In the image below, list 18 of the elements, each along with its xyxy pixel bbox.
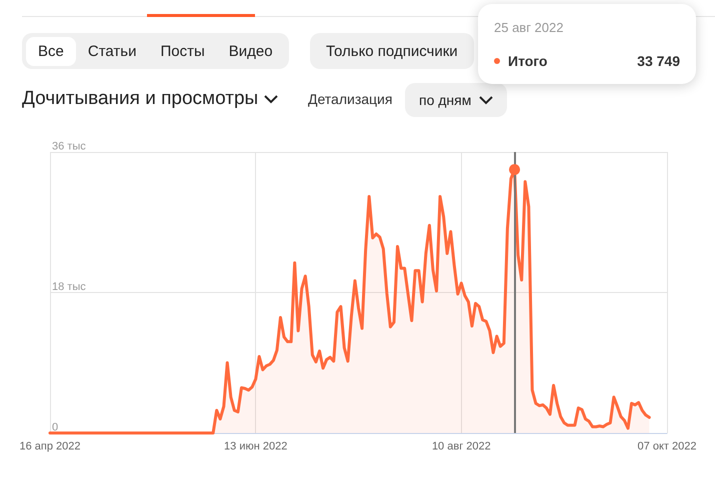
x-tick-label: 07 окт 2022 bbox=[638, 440, 696, 452]
text: 25 авг 2022 bbox=[494, 20, 564, 35]
text: Только подписчики bbox=[325, 42, 459, 62]
text: по дням bbox=[419, 92, 472, 108]
text: 33 749 bbox=[637, 53, 680, 69]
text: Все bbox=[26, 36, 76, 66]
x-tick-label: 13 июн 2022 bbox=[224, 440, 288, 452]
text: Итого bbox=[508, 53, 548, 69]
text: Детализация bbox=[308, 91, 392, 107]
x-tick-label: 16 апр 2022 bbox=[19, 440, 81, 452]
y-tick-label: 0 bbox=[52, 422, 58, 434]
chart-title: Дочитывания и просмотры bbox=[22, 88, 258, 110]
text: Посты bbox=[159, 42, 206, 62]
text: Статьи bbox=[86, 42, 138, 62]
x-tick-label: 10 авг 2022 bbox=[432, 440, 491, 452]
y-tick-label: 36 тыс bbox=[52, 140, 86, 152]
y-tick-label: 18 тыс bbox=[52, 281, 86, 293]
text: Видео bbox=[228, 42, 274, 62]
